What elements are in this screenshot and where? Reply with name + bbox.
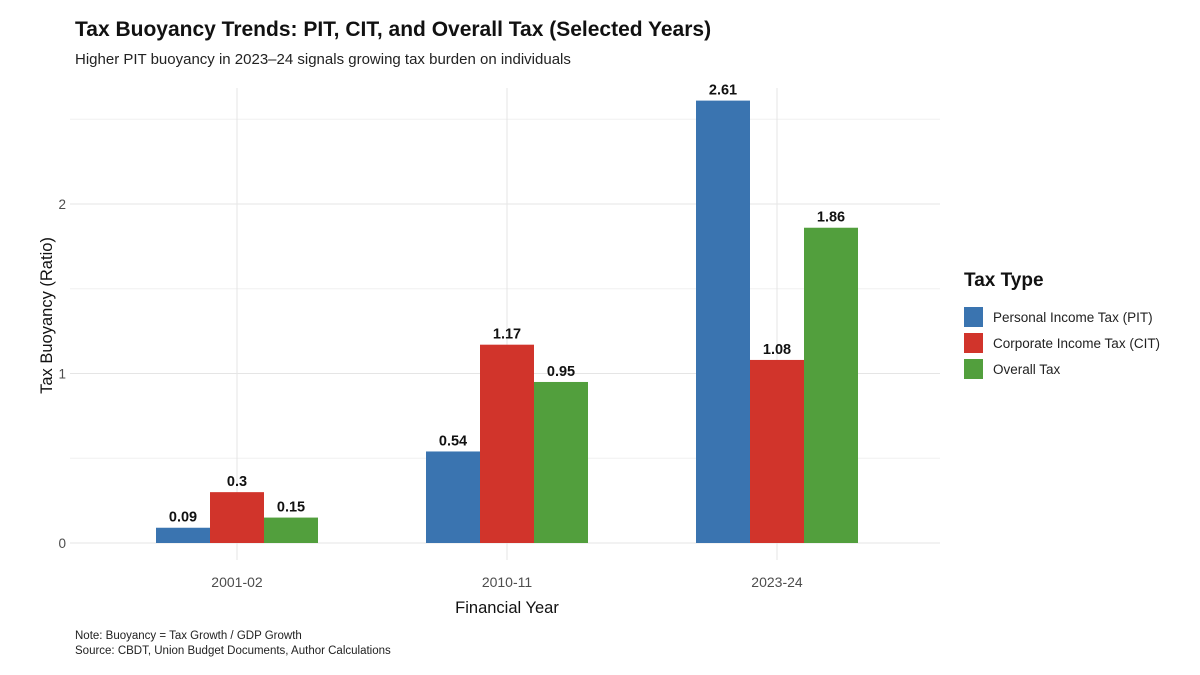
legend-item-overall: Overall Tax (964, 356, 1160, 382)
bar-cit-2010-11 (480, 344, 534, 543)
legend-item-pit: Personal Income Tax (PIT) (964, 304, 1160, 330)
y-tick-label: 0 (58, 536, 66, 551)
legend-label-cit: Corporate Income Tax (CIT) (993, 335, 1161, 351)
legend: Tax Type Personal Income Tax (PIT) Corpo… (964, 270, 1160, 382)
note-source: Source: CBDT, Union Budget Documents, Au… (75, 645, 391, 657)
data-label-cit-2023-24: 1.08 (763, 342, 791, 358)
x-axis-title: Financial Year (455, 599, 559, 617)
data-label-cit-2010-11: 1.17 (493, 327, 521, 343)
legend-swatch-overall (964, 359, 983, 379)
data-label-overall-2023-24: 1.86 (817, 210, 845, 226)
data-label-pit-2023-24: 2.61 (709, 83, 737, 99)
data-label-pit-2001-02: 0.09 (169, 510, 197, 526)
legend-item-cit: Corporate Income Tax (CIT) (964, 330, 1160, 356)
bar-cit-2001-02 (210, 492, 264, 543)
chart-subtitle: Higher PIT buoyancy in 2023–24 signals g… (75, 51, 571, 68)
bar-overall-2023-24 (804, 227, 858, 544)
legend-swatch-pit (964, 307, 983, 327)
data-label-pit-2010-11: 0.54 (439, 433, 467, 449)
data-label-cit-2001-02: 0.3 (227, 474, 247, 490)
legend-label-pit: Personal Income Tax (PIT) (993, 309, 1153, 325)
bar-pit-2023-24 (696, 100, 750, 543)
legend-label-overall: Overall Tax (993, 361, 1061, 377)
legend-swatch-cit (964, 333, 983, 353)
data-label-overall-2010-11: 0.95 (547, 364, 575, 380)
y-tick-label: 2 (58, 197, 66, 212)
bar-pit-2010-11 (426, 451, 480, 543)
bar-pit-2001-02 (156, 527, 210, 543)
x-tick-label: 2023-24 (751, 574, 803, 590)
legend-title: Tax Type (964, 270, 1044, 291)
y-axis-title: Tax Buoyancy (Ratio) (38, 237, 56, 394)
x-tick-label: 2001-02 (211, 574, 263, 590)
note-formula: Note: Buoyancy = Tax Growth / GDP Growth (75, 630, 302, 642)
chart-notes: Note: Buoyancy = Tax Growth / GDP Growth… (75, 629, 391, 659)
chart-title: Tax Buoyancy Trends: PIT, CIT, and Overa… (75, 18, 712, 41)
bar-cit-2023-24 (750, 359, 804, 543)
data-label-overall-2001-02: 0.15 (277, 500, 305, 516)
x-tick-label: 2010-11 (482, 574, 533, 590)
bar-overall-2001-02 (264, 517, 318, 543)
bar-overall-2010-11 (534, 381, 588, 543)
y-tick-label: 1 (58, 367, 66, 382)
